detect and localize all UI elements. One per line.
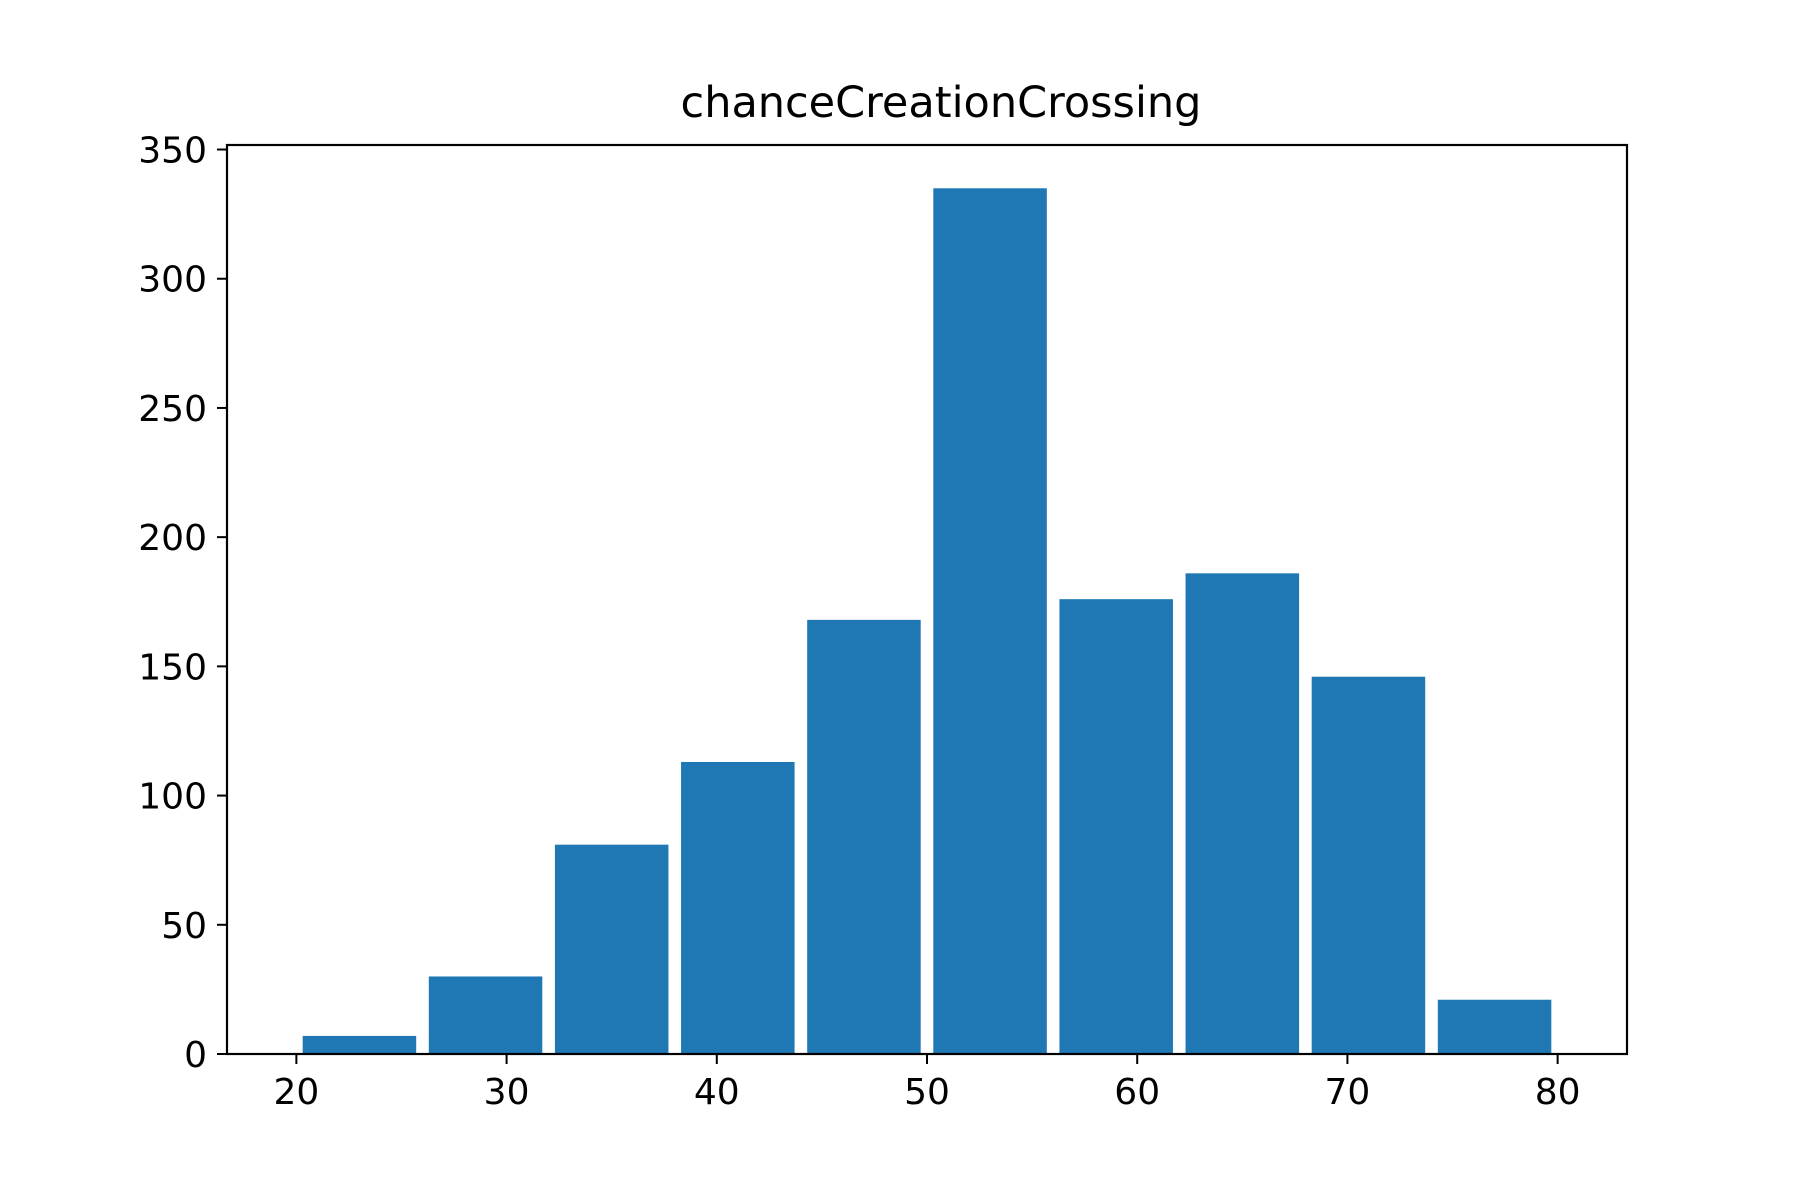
y-tick-label: 350: [138, 131, 207, 172]
x-axis-ticks: 20 30 40 50 60 70 80: [273, 1054, 1581, 1113]
x-tick-label: 70: [1325, 1072, 1371, 1113]
y-tick-label: 250: [138, 389, 207, 430]
y-axis-ticks: 0 50 100 150 200 250 300 350: [138, 131, 227, 1076]
plot-area-frame: [225, 143, 1629, 1056]
y-tick-label: 150: [138, 647, 207, 688]
histogram-bar-4: [681, 761, 795, 1054]
y-tick-label: 200: [138, 518, 207, 559]
histogram-bar-8: [1185, 573, 1300, 1054]
histogram-bar-10: [1437, 999, 1552, 1054]
x-tick-label: 20: [273, 1072, 319, 1113]
x-tick-label: 40: [694, 1072, 740, 1113]
y-tick-label: 300: [138, 260, 207, 301]
histogram-bar-3: [554, 844, 669, 1054]
bars-group: [302, 188, 1552, 1055]
x-tick-label: 30: [484, 1072, 530, 1113]
histogram-bar-2: [428, 976, 543, 1054]
histogram-bar-9: [1311, 676, 1426, 1054]
histogram-bar-1: [302, 1035, 417, 1054]
histogram-bar-6: [933, 188, 1047, 1055]
x-tick-label: 50: [904, 1072, 950, 1113]
chart-title: chanceCreationCrossing: [681, 78, 1202, 128]
histogram-bar-5: [807, 619, 921, 1054]
histogram-bar-7: [1059, 599, 1173, 1054]
x-tick-label: 80: [1535, 1072, 1581, 1113]
y-tick-label: 100: [138, 777, 207, 818]
x-tick-label: 60: [1114, 1072, 1160, 1113]
y-tick-label: 50: [161, 906, 207, 947]
y-tick-label: 0: [184, 1035, 207, 1076]
